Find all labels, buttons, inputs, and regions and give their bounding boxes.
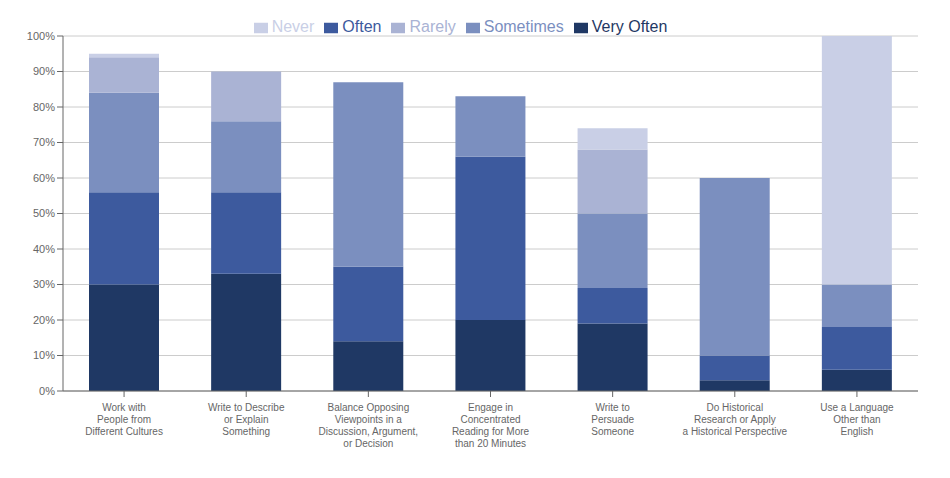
svg-text:Use a LanguageOther thanEnglis: Use a LanguageOther thanEnglish xyxy=(820,402,894,437)
svg-text:Write toPersuadeSomeone: Write toPersuadeSomeone xyxy=(591,402,634,437)
svg-text:Engage inConcentratedReading f: Engage inConcentratedReading for Moretha… xyxy=(452,402,530,449)
svg-text:30%: 30% xyxy=(33,278,55,290)
svg-text:80%: 80% xyxy=(33,101,55,113)
html-text:Sometimes: Sometimes xyxy=(483,18,564,35)
svg-text:50%: 50% xyxy=(33,207,55,219)
html-text:Very Often: Very Often xyxy=(591,18,668,35)
html-text:Often: Often xyxy=(342,18,382,35)
html-text:Rarely: Rarely xyxy=(409,18,456,35)
svg-text:20%: 20% xyxy=(33,314,55,326)
svg-text:Write to Describeor ExplainSom: Write to Describeor ExplainSomething xyxy=(208,402,285,437)
svg-text:40%: 40% xyxy=(33,243,55,255)
svg-text:60%: 60% xyxy=(33,172,55,184)
svg-text:70%: 70% xyxy=(33,136,55,148)
svg-text:90%: 90% xyxy=(33,65,55,77)
svg-text:Work withPeople fromDifferent: Work withPeople fromDifferent Cultures xyxy=(85,402,163,437)
svg-text:0%: 0% xyxy=(39,385,55,397)
html-text:Never: Never xyxy=(271,18,315,35)
svg-text:Do HistoricalResearch or Apply: Do HistoricalResearch or Applya Historic… xyxy=(683,402,788,437)
svg-text:10%: 10% xyxy=(33,349,55,361)
svg-text:100%: 100% xyxy=(27,30,55,42)
svg-text:Balance OpposingViewpoints in: Balance OpposingViewpoints in aDiscussio… xyxy=(319,402,419,449)
